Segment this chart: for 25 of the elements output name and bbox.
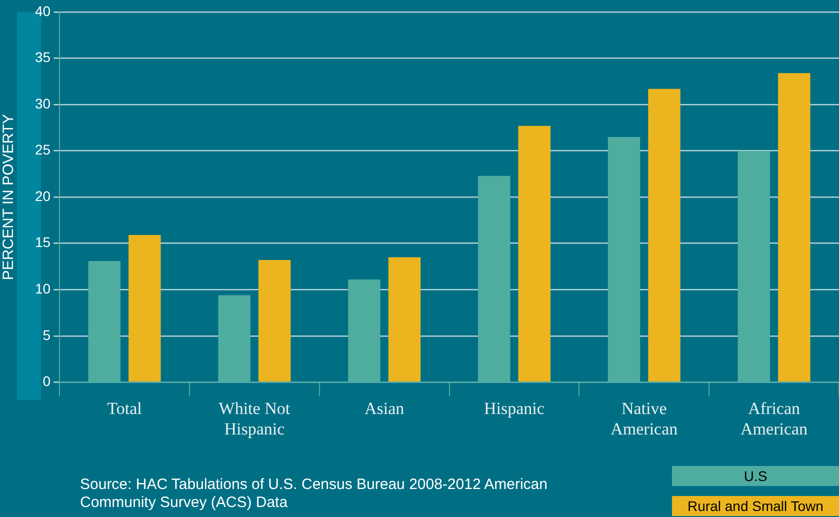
y-tick-label: 10 <box>34 280 51 297</box>
y-axis-title: PERCENT IN POVERTY <box>0 114 18 280</box>
bar <box>648 88 680 382</box>
x-tick-label: Native American <box>610 398 678 438</box>
bar <box>518 126 550 382</box>
text: U.S <box>672 466 839 486</box>
y-tick-label: 30 <box>34 95 51 112</box>
y-tick-label: 35 <box>34 49 51 66</box>
y-tick-label: 5 <box>42 326 51 343</box>
bar <box>258 260 291 382</box>
x-tick-label: Asian <box>364 398 405 418</box>
x-tick-label: Hispanic <box>484 398 545 418</box>
y-tick-label: 20 <box>34 188 51 204</box>
bar <box>388 257 421 382</box>
source-note: Source: HAC Tabulations of U.S. Census Bureau 2008-2012 American Community Survey (ACS) Data <box>80 476 548 512</box>
y-tick-label: 0 <box>42 373 51 390</box>
x-tick-label: African American <box>740 398 808 438</box>
y-tick-label: 25 <box>34 142 51 158</box>
bar <box>128 235 161 382</box>
bar <box>778 73 810 382</box>
text: Rural and Small Town <box>672 496 839 516</box>
x-tick-label: White Not Hispanic <box>218 398 290 438</box>
y-tick-label: 40 <box>34 2 51 19</box>
x-tick-label: Total <box>107 398 142 418</box>
y-tick-label: 15 <box>34 234 51 250</box>
